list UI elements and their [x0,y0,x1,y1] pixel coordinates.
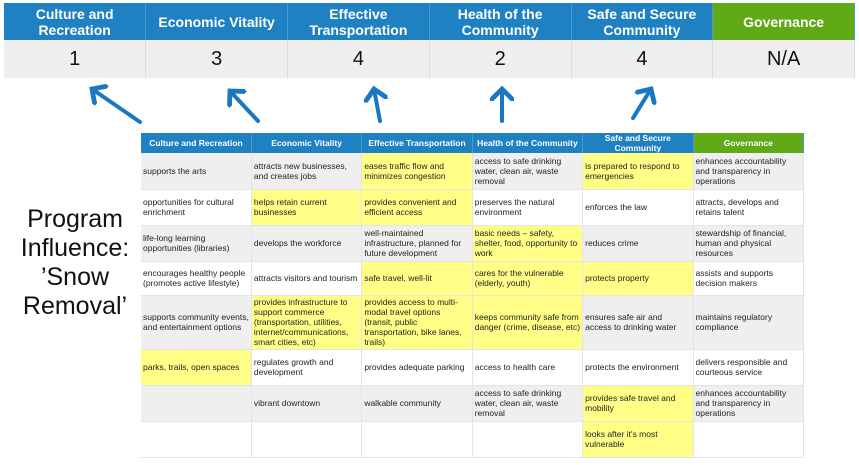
matrix-header-culture: Culture and Recreation [141,133,252,153]
table-row: encourages healthy people (promotes acti… [141,261,805,296]
table-cell: well-maintained infrastructure, planned … [361,225,473,262]
matrix-header-safety: Safe and Secure Community [582,133,694,153]
matrix-header-health: Health of the Community [472,133,584,153]
table-cell: cares for the vulnerable (elderly, youth… [472,261,584,296]
table-cell: attracts, develops and retains talent [693,189,805,226]
table-row: opportunities for cultural enrichment hel… [141,189,805,226]
table-cell: enforces the law [582,189,694,226]
score-header-health: Health of the Community [429,3,572,40]
table-cell: basic needs – safety, shelter, food, opp… [472,225,584,262]
table-cell [472,421,584,458]
table-cell: preserves the natural environment [472,189,584,226]
table-cell: provides infrastructure to support comme… [251,295,363,350]
matrix-header-governance: Governance [693,133,805,153]
table-cell: keeps community safe from danger (crime,… [472,295,584,350]
score-health: 2 [429,40,572,78]
score-table: Culture and Recreation Economic Vitality… [4,3,855,78]
table-cell: provides adequate parking [361,349,473,386]
score-header-culture: Culture and Recreation [4,3,147,40]
table-cell: provides access to multi-modal travel op… [361,295,473,350]
arrow-icon [92,89,142,124]
score-header-governance: Governance [712,3,855,40]
table-cell [141,421,252,458]
table-cell: protects the environment [582,349,694,386]
table-row: parks, trails, open spaces regulates grow… [141,349,805,386]
table-cell: life-long learning opportunities (librar… [141,225,252,262]
matrix-header-transportation: Effective Transportation [361,133,473,153]
arrow-icon [374,89,380,123]
table-cell: walkable community [361,385,473,422]
table-cell: delivers responsible and courteous servi… [693,349,805,386]
table-cell: enhances accountability and transparency… [693,153,805,190]
table-cell: stewardship of financial, human and phys… [693,225,805,262]
program-influence-label: Program Influence: ’Snow Removal’ [20,205,130,320]
score-transportation: 4 [287,40,430,78]
score-governance: N/A [712,40,855,78]
score-header-transportation: Effective Transportation [287,3,430,40]
table-cell: protects property [582,261,694,296]
table-cell: safe travel, well-lit [361,261,473,296]
score-culture: 1 [4,40,147,78]
table-row: vibrant downtown walkable community access… [141,385,805,422]
table-cell: helps retain current businesses [251,189,363,226]
table-cell: opportunities for cultural enrichment [141,189,252,226]
table-cell [361,421,473,458]
score-header-economic: Economic Vitality [145,3,288,40]
score-header-safety: Safe and Secure Community [571,3,714,40]
influence-matrix: Culture and Recreation Economic Vitality… [141,133,805,458]
table-cell: access to health care [472,349,584,386]
table-cell: eases traffic flow and minimizes congest… [361,153,473,190]
table-cell: access to safe drinking water, clean air… [472,385,584,422]
table-cell: supports the arts [141,153,252,190]
arrows [0,0,859,124]
table-cell: parks, trails, open spaces [141,349,252,386]
table-cell: enhances accountability and transparency… [693,385,805,422]
arrow-icon [631,89,651,120]
table-cell: vibrant downtown [251,385,363,422]
table-cell: attracts visitors and tourism [251,261,363,296]
table-row: supports the arts attracts new businesses… [141,153,805,190]
table-cell [693,421,805,458]
table-cell: encourages healthy people (promotes acti… [141,261,252,296]
table-cell: provides convenient and efficient access [361,189,473,226]
table-cell: attracts new businesses, and creates job… [251,153,363,190]
table-cell: develops the workforce [251,225,363,262]
table-cell: is prepared to respond to emergencies [582,153,694,190]
table-cell: ensures safe air and access to drinking … [582,295,694,350]
table-cell: supports community events, and entertain… [141,295,252,350]
table-cell: assists and supports decision makers [693,261,805,296]
table-cell [141,385,252,422]
arrow-icon [230,91,260,123]
table-cell: looks after it's most vulnerable [582,421,694,458]
score-economic: 3 [145,40,288,78]
table-row: supports community events, and entertain… [141,295,805,350]
matrix-header-economic: Economic Vitality [251,133,363,153]
table-cell: regulates growth and development [251,349,363,386]
table-cell: access to safe drinking water, clean air… [472,153,584,190]
table-cell: provides safe travel and mobility [582,385,694,422]
table-row: looks after it's most vulnerable [141,421,805,458]
table-cell [251,421,363,458]
table-cell: maintains regulatory compliance [693,295,805,350]
table-cell: reduces crime [582,225,694,262]
score-safety: 4 [571,40,714,78]
table-row: life-long learning opportunities (librar… [141,225,805,262]
